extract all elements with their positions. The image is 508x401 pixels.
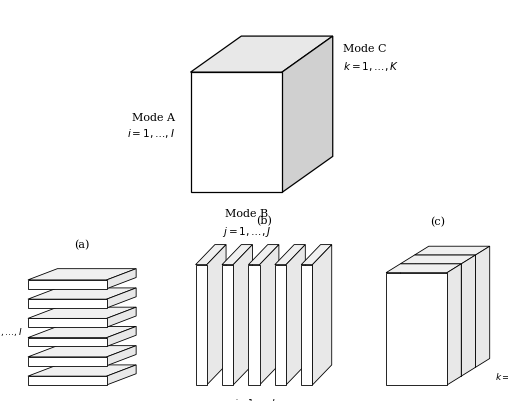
Polygon shape [400, 264, 461, 376]
Polygon shape [28, 280, 107, 289]
Text: $j = 1,\ldots, J$: $j = 1,\ldots, J$ [233, 397, 275, 401]
Polygon shape [28, 318, 107, 327]
Text: $k = 1,\ldots, K$: $k = 1,\ldots, K$ [495, 371, 508, 383]
Polygon shape [196, 265, 207, 385]
Polygon shape [282, 36, 333, 192]
Polygon shape [107, 326, 136, 346]
Polygon shape [28, 288, 136, 299]
Polygon shape [386, 264, 461, 273]
Polygon shape [28, 376, 107, 385]
Polygon shape [28, 365, 136, 376]
Polygon shape [207, 245, 226, 385]
Polygon shape [190, 72, 282, 192]
Polygon shape [190, 36, 333, 72]
Text: $j = 1,\ldots, J$: $j = 1,\ldots, J$ [222, 225, 271, 239]
Text: Mode B: Mode B [225, 209, 268, 219]
Polygon shape [107, 307, 136, 327]
Text: (b): (b) [256, 216, 272, 227]
Polygon shape [301, 245, 332, 265]
Polygon shape [222, 265, 233, 385]
Polygon shape [475, 246, 490, 367]
Polygon shape [415, 255, 475, 367]
Polygon shape [248, 265, 260, 385]
Polygon shape [107, 269, 136, 289]
Polygon shape [275, 245, 305, 265]
Polygon shape [28, 357, 107, 366]
Polygon shape [28, 307, 136, 318]
Polygon shape [286, 245, 305, 385]
Polygon shape [386, 273, 447, 385]
Text: $i = 1,\ldots, I$: $i = 1,\ldots, I$ [127, 127, 175, 140]
Polygon shape [447, 264, 461, 385]
Polygon shape [28, 338, 107, 346]
Polygon shape [301, 265, 312, 385]
Text: Mode C: Mode C [343, 44, 387, 54]
Polygon shape [415, 246, 490, 255]
Polygon shape [28, 346, 136, 357]
Polygon shape [28, 299, 107, 308]
Polygon shape [400, 255, 475, 264]
Polygon shape [222, 245, 252, 265]
Text: Mode A: Mode A [132, 113, 175, 123]
Polygon shape [461, 255, 475, 376]
Polygon shape [107, 288, 136, 308]
Polygon shape [28, 326, 136, 338]
Polygon shape [28, 269, 136, 280]
Polygon shape [248, 245, 279, 265]
Text: $i = 1,\ldots, I$: $i = 1,\ldots, I$ [0, 326, 23, 338]
Polygon shape [107, 346, 136, 366]
Polygon shape [275, 265, 286, 385]
Text: $k = 1,\ldots, K$: $k = 1,\ldots, K$ [343, 60, 399, 73]
Polygon shape [233, 245, 252, 385]
Polygon shape [196, 245, 226, 265]
Polygon shape [107, 365, 136, 385]
Polygon shape [312, 245, 332, 385]
Text: (c): (c) [430, 217, 446, 227]
Text: (a): (a) [74, 240, 90, 251]
Polygon shape [260, 245, 279, 385]
